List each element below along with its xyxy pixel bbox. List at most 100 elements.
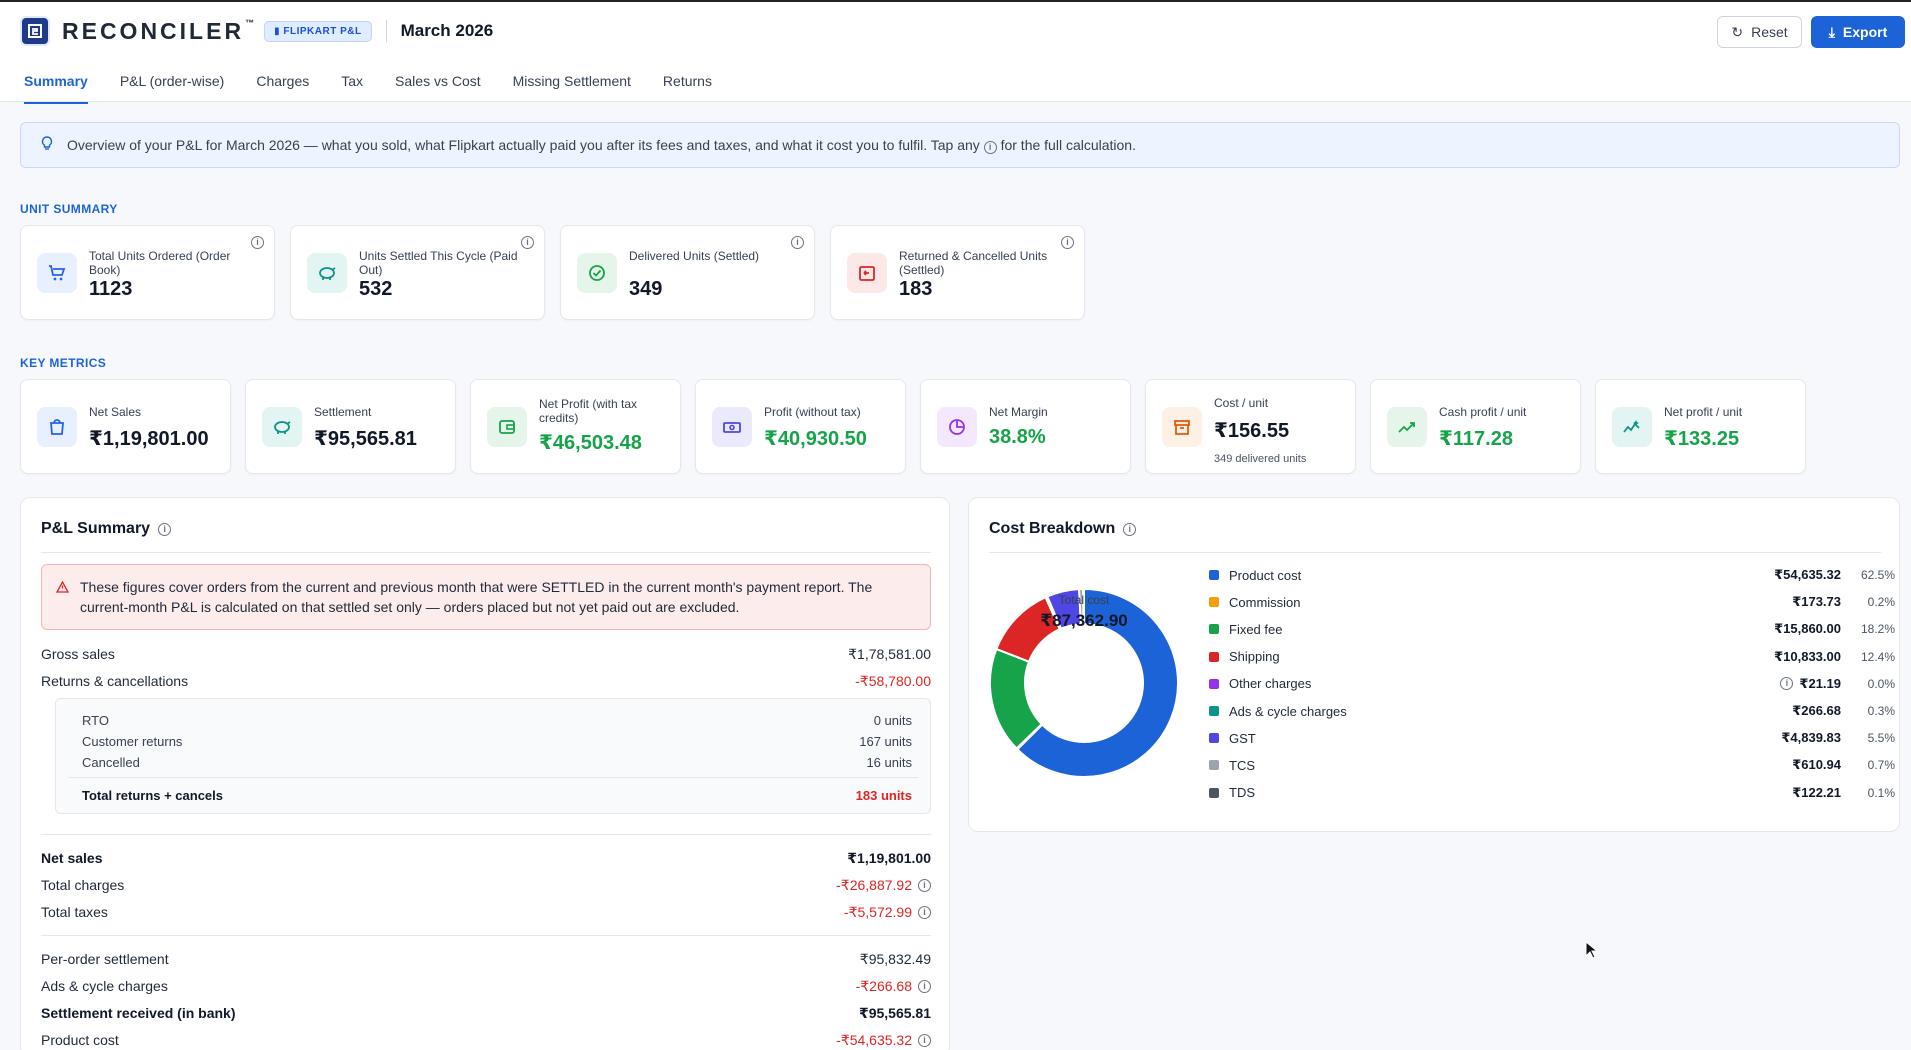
metric-label: Net Profit (with tax credits): [539, 397, 638, 425]
unit-card-label: Total Units Ordered (Order Book): [89, 249, 231, 277]
unit-card: Total Units Ordered (Order Book) 1123 i: [20, 225, 275, 320]
return-box-icon: [847, 253, 887, 293]
brand: RECONCILER™ ▮ FLIPKART P&L March 2026: [20, 16, 493, 46]
legend-percent: 62.5%: [1860, 568, 1895, 582]
donut-center: Total cost ₹87,362.90: [1040, 593, 1128, 630]
legend-percent: 18.2%: [1860, 622, 1895, 637]
unit-card-value: 1123: [89, 278, 133, 300]
period-title: March 2026: [400, 21, 494, 40]
archive-icon: [1162, 407, 1202, 447]
legend-item: GST ₹4,839.83 5.5%: [1209, 728, 1895, 748]
info-icon[interactable]: i: [158, 522, 172, 536]
metric-label: Net Margin: [989, 405, 1048, 419]
info-icon[interactable]: i: [251, 236, 264, 249]
legend-swatch: [1209, 597, 1219, 608]
product-cost-row: Product cost -₹54,635.32 i: [41, 1030, 931, 1050]
metric-value: ₹117.28: [1439, 428, 1513, 450]
metric-value: ₹40,930.50: [764, 428, 867, 450]
legend-percent: 0.0%: [1867, 676, 1895, 691]
tab-bar: Summary P&L (order-wise) Charges Tax Sal…: [24, 64, 712, 104]
metric-label: Settlement: [314, 405, 372, 419]
info-icon[interactable]: i: [918, 1033, 931, 1047]
legend-label: Fixed fee: [1229, 621, 1283, 637]
metric-label: Profit (without tax): [764, 405, 861, 419]
legend-value: ₹122.21: [1792, 784, 1841, 800]
legend-percent: 0.3%: [1867, 704, 1895, 718]
customer-returns-row: Customer returns 167 units: [82, 734, 912, 749]
tab-pnl-order-wise[interactable]: P&L (order-wise): [119, 73, 225, 89]
metric-value: ₹156.55: [1214, 420, 1290, 442]
info-icon[interactable]: i: [918, 905, 931, 919]
returns-breakdown: RTO 0 units Customer returns 167 units Can…: [55, 698, 931, 814]
info-icon[interactable]: i: [1061, 236, 1074, 249]
legend-swatch: [1209, 651, 1219, 662]
divider: [41, 834, 931, 835]
legend-item: Fixed fee ₹15,860.00 18.2%: [1209, 619, 1895, 639]
donut-slice: [1082, 588, 1085, 626]
metric-card: Net Margin 38.8%: [920, 379, 1131, 474]
settlement-warning: These figures cover orders from the curr…: [41, 564, 931, 630]
legend-value: ₹4,839.83: [1781, 730, 1841, 746]
piggy-bank-icon: [262, 407, 302, 447]
metric-label: Net Sales: [89, 405, 142, 419]
tab-returns[interactable]: Returns: [662, 73, 712, 89]
returns-row: Returns & cancellations -₹58,780.00: [41, 672, 931, 690]
tab-tax[interactable]: Tax: [341, 73, 364, 89]
metric-card: Net profit / unit ₹133.25: [1595, 379, 1806, 474]
total-taxes-row: Total taxes -₹5,572.99 i: [41, 902, 931, 922]
warning-triangle-icon: [55, 578, 70, 598]
gross-sales-row: Gross sales ₹1,78,581.00: [41, 645, 931, 663]
legend-swatch: [1209, 760, 1219, 771]
unit-card-label: Returned & Cancelled Units (Settled): [899, 249, 1048, 277]
metric-card: Profit (without tax) ₹40,930.50: [695, 379, 906, 474]
legend-percent: 12.4%: [1860, 649, 1895, 664]
legend-item: Commission ₹173.73 0.2%: [1209, 592, 1895, 612]
download-icon: ⤓: [1828, 23, 1835, 40]
cost-breakdown-title: Cost Breakdown i: [989, 520, 1137, 538]
legend-label: Commission: [1229, 594, 1301, 610]
legend-item: Other charges i ₹21.19 0.0%: [1209, 674, 1895, 694]
net-sales-row: Net sales ₹1,19,801.00: [41, 849, 931, 867]
cancelled-row: Cancelled 16 units: [82, 755, 912, 770]
per-order-settlement-row: Per-order settlement ₹95,832.49: [41, 950, 931, 968]
tab-sales-vs-cost[interactable]: Sales vs Cost: [395, 73, 481, 89]
metric-label: Cost / unit: [1214, 396, 1269, 410]
legend-label: Product cost: [1229, 567, 1302, 583]
cost-donut-chart: [989, 588, 1179, 778]
unit-card: Returned & Cancelled Units (Settled) 183…: [830, 225, 1085, 320]
platform-badge: ▮ FLIPKART P&L: [264, 20, 372, 42]
tab-missing-settlement[interactable]: Missing Settlement: [512, 73, 631, 89]
legend-swatch: [1209, 678, 1219, 689]
banner-text: Overview of your P&L for March 2026 — wh…: [67, 136, 1136, 154]
info-icon[interactable]: i: [918, 878, 931, 892]
cart-icon: [37, 253, 77, 293]
key-metrics-heading: KEY METRICS: [20, 356, 107, 370]
piggy-bank-icon: [307, 253, 347, 293]
bar-chart-icon: ▮: [274, 25, 281, 37]
info-icon: i: [983, 140, 997, 154]
metric-label: Net profit / unit: [1664, 405, 1743, 419]
info-icon[interactable]: i: [1123, 522, 1137, 536]
legend-label: TDS: [1229, 785, 1255, 801]
cash-icon: [712, 407, 752, 447]
metric-card: Net Sales ₹1,19,801.00: [20, 379, 231, 474]
metric-value: ₹46,503.48: [539, 432, 642, 454]
pnl-summary-title: P&L Summary i: [41, 520, 172, 538]
unit-summary-heading: UNIT SUMMARY: [20, 202, 118, 216]
divider: [41, 552, 931, 553]
tab-summary[interactable]: Summary: [24, 64, 88, 104]
info-icon[interactable]: i: [1780, 677, 1794, 691]
legend-label: Ads & cycle charges: [1229, 703, 1347, 719]
metric-value: ₹95,565.81: [314, 428, 417, 450]
legend-percent: 5.5%: [1867, 731, 1895, 746]
info-icon[interactable]: i: [521, 236, 534, 249]
export-button[interactable]: ⤓ Export: [1811, 16, 1905, 48]
metric-card: Cash profit / unit ₹117.28: [1370, 379, 1581, 474]
tab-charges[interactable]: Charges: [256, 73, 310, 89]
unit-card: Units Settled This Cycle (Paid Out) 532 …: [290, 225, 545, 320]
info-icon[interactable]: i: [791, 236, 804, 249]
metric-card: Cost / unit ₹156.55 349 delivered units: [1145, 379, 1356, 474]
metric-subtext: 349 delivered units: [1214, 453, 1307, 465]
reset-button[interactable]: ↻ Reset: [1717, 16, 1802, 48]
info-icon[interactable]: i: [918, 979, 931, 993]
